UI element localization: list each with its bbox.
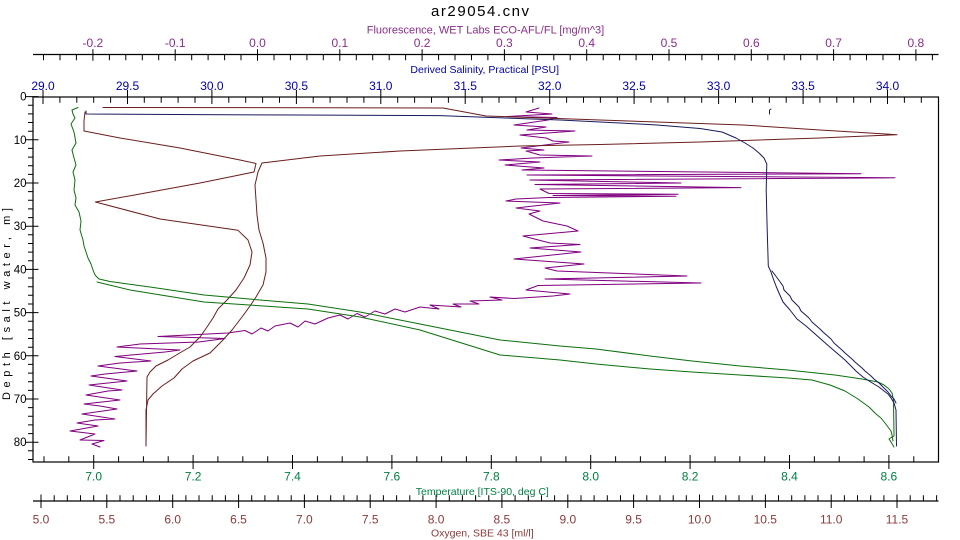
svg-text:60: 60 [14, 351, 27, 363]
svg-text:7.0: 7.0 [296, 513, 313, 527]
svg-text:30: 30 [14, 221, 27, 233]
svg-text:7.6: 7.6 [384, 469, 401, 483]
svg-text:8.0: 8.0 [428, 513, 445, 527]
svg-text:-0.1: -0.1 [165, 36, 186, 50]
svg-text:0.5: 0.5 [661, 36, 678, 50]
svg-text:8.5: 8.5 [494, 513, 511, 527]
svg-text:32.0: 32.0 [538, 79, 562, 93]
svg-text:Temperature [ITS-90, deg C]: Temperature [ITS-90, deg C] [416, 486, 549, 498]
svg-text:30.0: 30.0 [200, 79, 224, 93]
svg-text:40: 40 [14, 264, 27, 276]
svg-text:0.2: 0.2 [414, 36, 431, 50]
svg-text:0.8: 0.8 [908, 36, 925, 50]
svg-text:7.8: 7.8 [483, 469, 500, 483]
svg-text:6.0: 6.0 [164, 513, 181, 527]
svg-text:50: 50 [14, 308, 27, 320]
svg-text:Derived Salinity, Practical [P: Derived Salinity, Practical [PSU] [410, 64, 559, 76]
svg-text:8.0: 8.0 [582, 469, 599, 483]
svg-text:70: 70 [14, 394, 27, 406]
svg-text:11.5: 11.5 [886, 513, 909, 527]
svg-text:33.0: 33.0 [707, 79, 731, 93]
svg-text:29.0: 29.0 [31, 79, 55, 93]
svg-text:32.5: 32.5 [622, 79, 646, 93]
svg-text:10.5: 10.5 [754, 513, 778, 527]
svg-text:7.2: 7.2 [185, 469, 202, 483]
svg-text:Fluorescence, WET Labs ECO-AFL: Fluorescence, WET Labs ECO-AFL/FL [mg/m^… [367, 24, 604, 36]
svg-text:34.0: 34.0 [876, 79, 900, 93]
svg-text:9.0: 9.0 [559, 513, 576, 527]
svg-text:0.6: 0.6 [743, 36, 760, 50]
svg-text:5.5: 5.5 [98, 513, 115, 527]
svg-text:8.2: 8.2 [682, 469, 699, 483]
svg-text:6.5: 6.5 [230, 513, 247, 527]
svg-text:5.0: 5.0 [33, 513, 50, 527]
svg-text:0.1: 0.1 [331, 36, 348, 50]
svg-text:7.4: 7.4 [284, 469, 301, 483]
svg-text:0.3: 0.3 [496, 36, 513, 50]
svg-text:ar29054.cnv: ar29054.cnv [431, 3, 530, 20]
svg-text:7.0: 7.0 [85, 469, 102, 483]
svg-text:0.0: 0.0 [249, 36, 266, 50]
svg-text:31.5: 31.5 [454, 79, 478, 93]
svg-text:-0.2: -0.2 [83, 36, 104, 50]
svg-text:33.5: 33.5 [791, 79, 815, 93]
svg-text:29.5: 29.5 [116, 79, 140, 93]
svg-text:0.4: 0.4 [578, 36, 595, 50]
svg-text:30.5: 30.5 [285, 79, 309, 93]
svg-text:9.5: 9.5 [625, 513, 642, 527]
svg-text:7.5: 7.5 [362, 513, 379, 527]
svg-text:0: 0 [20, 92, 26, 104]
svg-text:80: 80 [14, 437, 27, 449]
svg-text:20: 20 [14, 178, 27, 190]
svg-text:31.0: 31.0 [369, 79, 393, 93]
svg-text:8.6: 8.6 [881, 469, 898, 483]
svg-text:10: 10 [14, 135, 27, 147]
svg-text:Oxygen, SBE 43 [ml/l]: Oxygen, SBE 43 [ml/l] [431, 527, 534, 539]
svg-text:8.4: 8.4 [781, 469, 798, 483]
svg-text:11.0: 11.0 [820, 513, 843, 527]
svg-text:0.7: 0.7 [825, 36, 842, 50]
svg-text:10.0: 10.0 [688, 513, 712, 527]
